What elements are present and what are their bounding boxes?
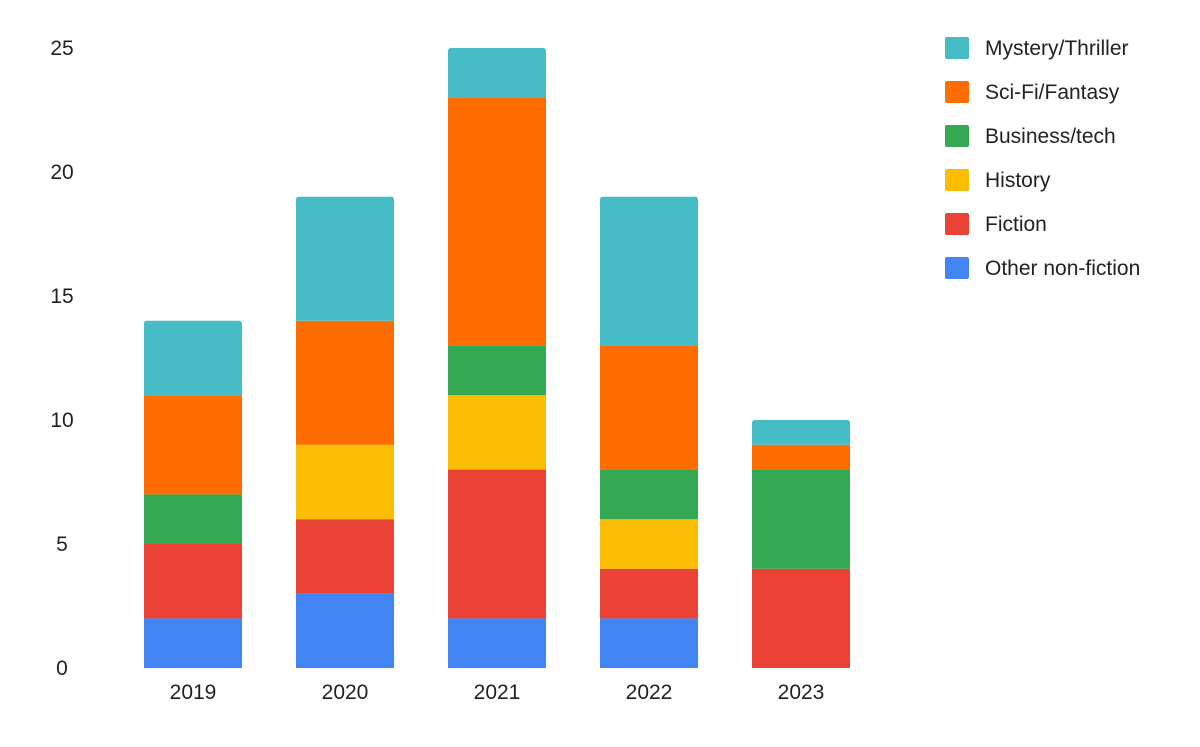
- bar-segment-business-tech: [752, 469, 850, 569]
- bar-segment-sci-fi-fantasy: [296, 320, 394, 445]
- bar-segment-fiction: [752, 568, 850, 668]
- y-tick-label: 25: [50, 37, 73, 60]
- x-tick-label: 2023: [778, 681, 825, 704]
- x-axis: 2019 2020 2021 2022 2023: [170, 681, 825, 704]
- y-axis: 0 5 10 15 20 25: [50, 37, 73, 680]
- bar-segment-mystery-thriller: [296, 196, 394, 321]
- legend-item-history[interactable]: History: [945, 169, 1051, 192]
- bar-segment-other-non-fiction: [296, 593, 394, 668]
- legend-label: Other non-fiction: [985, 257, 1140, 280]
- x-tick-label: 2021: [474, 681, 521, 704]
- bar-stack-2020: [296, 196, 394, 668]
- bar-segment-fiction: [600, 568, 698, 619]
- bar-stack-2019: [144, 320, 242, 668]
- bar-segment-mystery-thriller: [448, 48, 546, 98]
- legend-label: History: [985, 169, 1051, 192]
- legend-swatch: [945, 37, 969, 59]
- legend-item-fiction[interactable]: Fiction: [945, 213, 1047, 236]
- legend-swatch: [945, 169, 969, 191]
- x-tick-label: 2020: [322, 681, 369, 704]
- legend-label: Business/tech: [985, 125, 1116, 148]
- bar-segment-history: [600, 519, 698, 569]
- x-tick-label: 2022: [626, 681, 673, 704]
- bar-segment-mystery-thriller: [752, 420, 850, 445]
- y-tick-label: 10: [50, 409, 73, 432]
- bars: [144, 48, 850, 668]
- x-tick-label: 2019: [170, 681, 217, 704]
- y-tick-label: 20: [50, 161, 73, 184]
- y-tick-label: 15: [50, 285, 73, 308]
- legend-item-business-tech[interactable]: Business/tech: [945, 125, 1116, 148]
- bar-segment-other-non-fiction: [600, 618, 698, 668]
- bar-segment-other-non-fiction: [448, 618, 546, 668]
- bar-stack-2021: [448, 48, 546, 668]
- bar-segment-sci-fi-fantasy: [600, 345, 698, 470]
- bar-segment-mystery-thriller: [144, 320, 242, 396]
- bar-segment-sci-fi-fantasy: [144, 395, 242, 495]
- bar-stack-2023: [752, 420, 850, 668]
- bar-segment-history: [296, 444, 394, 520]
- bar-segment-business-tech: [144, 494, 242, 544]
- bar-segment-sci-fi-fantasy: [448, 97, 546, 346]
- legend-swatch: [945, 257, 969, 279]
- legend-item-other-non-fiction[interactable]: Other non-fiction: [945, 257, 1140, 280]
- legend: Mystery/Thriller Sci-Fi/Fantasy Business/t…: [945, 37, 1140, 280]
- legend-item-mystery-thriller[interactable]: Mystery/Thriller: [945, 37, 1129, 60]
- bar-segment-other-non-fiction: [144, 618, 242, 668]
- legend-item-sci-fi-fantasy[interactable]: Sci-Fi/Fantasy: [945, 81, 1120, 104]
- bar-stack-2022: [600, 196, 698, 668]
- bar-segment-fiction: [448, 469, 546, 619]
- bar-segment-history: [448, 395, 546, 470]
- bar-segment-business-tech: [600, 469, 698, 520]
- bar-segment-business-tech: [448, 345, 546, 396]
- bar-segment-mystery-thriller: [600, 196, 698, 346]
- bar-segment-fiction: [296, 519, 394, 594]
- legend-label: Mystery/Thriller: [985, 37, 1129, 60]
- legend-label: Sci-Fi/Fantasy: [985, 81, 1120, 104]
- y-tick-label: 5: [56, 533, 68, 556]
- legend-swatch: [945, 81, 969, 103]
- bar-segment-sci-fi-fantasy: [752, 444, 850, 470]
- legend-label: Fiction: [985, 213, 1047, 236]
- legend-swatch: [945, 213, 969, 235]
- y-tick-label: 0: [56, 657, 68, 680]
- bar-segment-fiction: [144, 544, 242, 619]
- legend-swatch: [945, 125, 969, 147]
